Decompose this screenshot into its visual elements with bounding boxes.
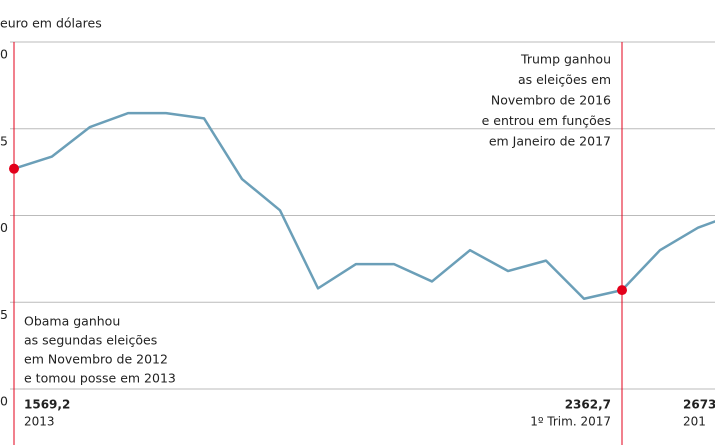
series-line <box>13 111 715 301</box>
value-label: 1569,2 <box>24 398 70 412</box>
date-label: 201 <box>683 415 706 429</box>
annotation: Novembro de 2016 <box>491 93 611 108</box>
annotation: em Novembro de 2012 <box>24 352 168 367</box>
date-label: 2013 <box>24 415 55 429</box>
chart-title: euro em dólares <box>0 16 102 31</box>
annotation: em Janeiro de 2017 <box>489 134 611 149</box>
highlight-point <box>9 163 19 174</box>
y-tick-label: 0 <box>0 394 8 409</box>
annotation: as eleições em <box>518 72 611 87</box>
y-tick-label: 0 <box>0 47 8 62</box>
annotation: e tomou posse em 2013 <box>24 371 176 386</box>
y-tick-label: 0 <box>0 220 8 235</box>
y-tick-label: 5 <box>0 307 8 322</box>
annotation: as segundas eleições <box>24 333 157 348</box>
annotation: Trump ganhou <box>520 52 611 67</box>
value-label: 2673, <box>683 398 715 412</box>
value-label: 2362,7 <box>565 398 611 412</box>
y-tick-label: 5 <box>0 133 8 148</box>
date-label: 1º Trim. 2017 <box>530 415 611 429</box>
annotation: Obama ganhou <box>24 314 120 329</box>
annotation: e entrou em funções <box>482 113 611 128</box>
highlight-point <box>617 285 627 296</box>
